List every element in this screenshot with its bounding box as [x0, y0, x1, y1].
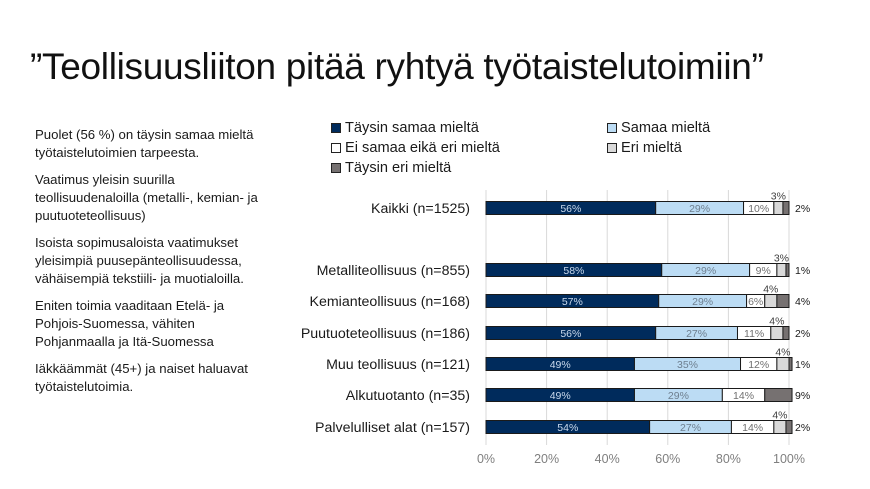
data-label: 6%	[748, 296, 763, 308]
x-tick-label: 0%	[477, 452, 495, 466]
slide-title: ”Teollisuusliiton pitää ryhtyä työtaiste…	[30, 46, 764, 87]
category-label: Kemianteollisuus (n=168)	[310, 294, 471, 310]
category-label: Alkutuotanto (n=35)	[346, 388, 470, 404]
bar-segment	[785, 263, 790, 277]
data-label: 2%	[795, 203, 810, 215]
bar-segment	[764, 388, 793, 402]
legend-label: Eri mieltä	[621, 140, 682, 156]
data-label: 29%	[668, 390, 689, 402]
data-label: 10%	[748, 203, 769, 215]
legend-item: Ei samaa eikä eri mieltä	[331, 140, 500, 156]
data-label: 9%	[795, 390, 810, 402]
x-tick-label: 20%	[534, 452, 559, 466]
note-paragraph: Eniten toimia vaaditaan Etelä- ja Pohjoi…	[35, 298, 225, 349]
data-label: 29%	[692, 296, 713, 308]
summary-notes: Puolet (56 %) on täysin samaa mieltä työ…	[35, 126, 260, 405]
data-label: 49%	[550, 359, 571, 371]
x-tick-label: 100%	[773, 452, 805, 466]
category-label: Muu teollisuus (n=121)	[326, 357, 470, 373]
bar-segment	[782, 201, 790, 215]
note-paragraph: Puolet (56 %) on täysin samaa mieltä työ…	[35, 127, 254, 160]
data-label: 49%	[550, 390, 571, 402]
bar-segment	[770, 326, 784, 340]
x-tick-label: 80%	[716, 452, 741, 466]
category-label: Kaikki (n=1525)	[371, 201, 470, 217]
data-label: 1%	[795, 359, 810, 371]
bar-segment	[776, 294, 790, 308]
data-label: 27%	[680, 422, 701, 434]
data-label: 57%	[562, 296, 583, 308]
data-label: 2%	[795, 422, 810, 434]
legend-label: Samaa mieltä	[621, 120, 711, 136]
data-label: 29%	[695, 265, 716, 277]
bar-segment	[773, 201, 784, 215]
legend-swatch-ei-samaa-eika-eri	[331, 143, 341, 153]
legend-swatch-taysin-eri	[331, 163, 341, 173]
legend-swatch-eri	[607, 143, 617, 153]
data-label: 4%	[772, 410, 787, 422]
data-label: 29%	[689, 203, 710, 215]
legend-label: Ei samaa eikä eri mieltä	[345, 140, 500, 156]
bar-segment	[788, 357, 793, 371]
data-label: 9%	[756, 265, 771, 277]
data-label: 4%	[763, 284, 778, 296]
data-label: 56%	[560, 203, 581, 215]
data-label: 58%	[563, 265, 584, 277]
legend-item: Samaa mieltä	[607, 120, 710, 136]
data-label: 56%	[560, 328, 581, 340]
bar-segment	[776, 263, 787, 277]
legend-swatch-taysin-samaa	[331, 123, 341, 133]
bar-segment	[776, 357, 790, 371]
note-paragraph: Isoista sopimusaloista vaatimukset yleis…	[35, 235, 244, 286]
legend-label: Täysin eri mieltä	[345, 160, 452, 176]
note-paragraph: Vaatimus yleisin suurilla teollisuudenal…	[35, 172, 258, 223]
data-label: 27%	[686, 328, 707, 340]
data-label: 14%	[742, 422, 763, 434]
data-label: 4%	[795, 296, 810, 308]
legend-item: Eri mieltä	[607, 140, 682, 156]
data-label: 3%	[774, 253, 789, 265]
legend-item: Täysin eri mieltä	[331, 160, 451, 176]
category-label: Puutuoteteollisuus (n=186)	[301, 326, 470, 342]
category-label: Metalliteollisuus (n=855)	[317, 263, 470, 279]
bar-segment	[785, 420, 793, 434]
x-tick-label: 60%	[655, 452, 680, 466]
data-label: 4%	[775, 347, 790, 359]
x-tick-label: 40%	[595, 452, 620, 466]
bar-segment	[782, 326, 790, 340]
legend-label: Täysin samaa mieltä	[345, 120, 479, 136]
data-label: 12%	[748, 359, 769, 371]
data-label: 35%	[677, 359, 698, 371]
data-label: 14%	[733, 390, 754, 402]
legend-item: Täysin samaa mieltä	[331, 120, 479, 136]
legend-swatch-samaa	[607, 123, 617, 133]
data-label: 1%	[795, 265, 810, 277]
bar-segment	[773, 420, 787, 434]
data-label: 4%	[769, 316, 784, 328]
data-label: 3%	[771, 191, 786, 203]
category-label: Palvelulliset alat (n=157)	[315, 420, 470, 436]
data-label: 54%	[557, 422, 578, 434]
data-label: 11%	[744, 328, 764, 340]
data-label: 2%	[795, 328, 810, 340]
bar-segment	[764, 294, 778, 308]
note-paragraph: Iäkkäämmät (45+) ja naiset haluavat työt…	[35, 361, 248, 394]
